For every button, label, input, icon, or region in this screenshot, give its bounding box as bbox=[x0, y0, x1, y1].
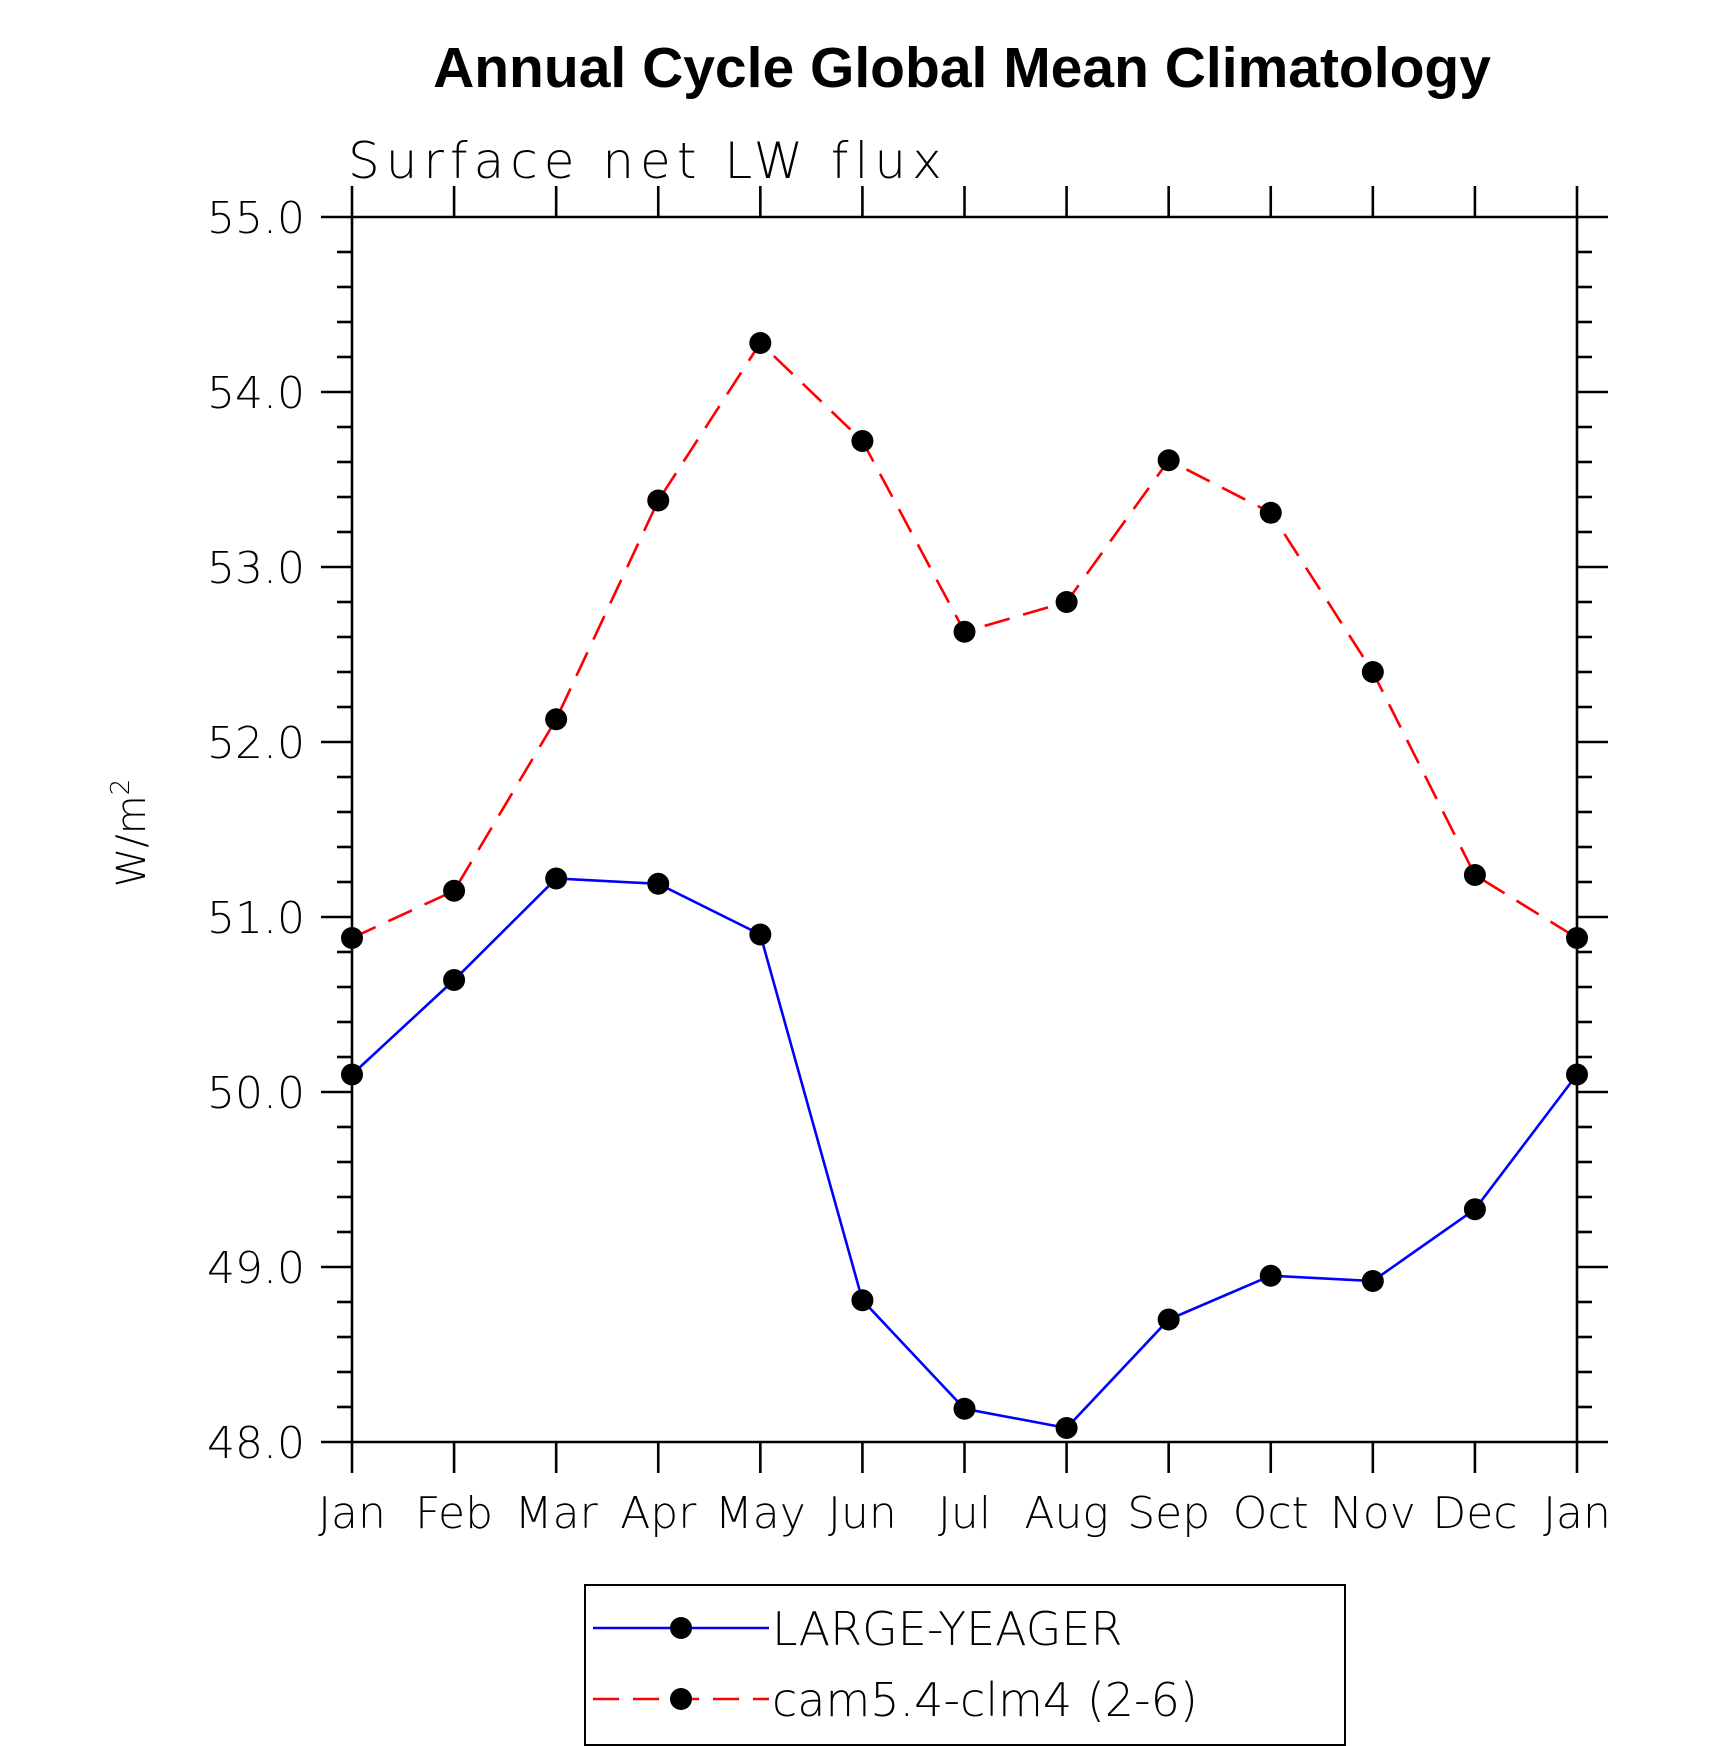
y-axis-label-base: W/m bbox=[109, 795, 155, 887]
data-point-1 bbox=[545, 708, 568, 731]
data-point-1 bbox=[1259, 501, 1282, 524]
y-axis-label: W/m2 bbox=[106, 779, 155, 888]
data-point-0 bbox=[1055, 1417, 1078, 1439]
data-point-1 bbox=[1055, 591, 1078, 613]
y-tick-label: 52.0 bbox=[207, 718, 305, 769]
data-point-1 bbox=[749, 332, 772, 354]
series-lines bbox=[351, 340, 1579, 1430]
x-tick-label: Jan bbox=[318, 1488, 386, 1539]
x-tick-label: Jun bbox=[828, 1488, 897, 1539]
data-point-0 bbox=[1361, 1270, 1384, 1292]
y-tick-label: 51.0 bbox=[207, 893, 305, 944]
data-point-0 bbox=[1463, 1198, 1486, 1221]
data-point-0 bbox=[1157, 1308, 1180, 1331]
data-point-1 bbox=[1463, 864, 1486, 886]
data-point-0 bbox=[749, 923, 772, 946]
x-axis-ticks: Jan Feb Mar Apr May Jun Jul Aug Sep Oct Nov Dec Jan bbox=[318, 186, 1611, 1539]
legend-label-0: LARGE-YEAGER bbox=[772, 1602, 1122, 1656]
legend-marker-1 bbox=[670, 1688, 692, 1710]
y-axis-ticks: 48.0 49.0 50.0 51.0 52.0 53.0 54.0 55.0 bbox=[207, 193, 1608, 1469]
data-point-0 bbox=[443, 969, 466, 991]
y-tick-label: 49.0 bbox=[207, 1243, 305, 1294]
x-tick-label: Aug bbox=[1024, 1488, 1108, 1539]
data-point-1 bbox=[1361, 661, 1384, 683]
x-tick-label: Jul bbox=[938, 1488, 991, 1539]
x-tick-label: Dec bbox=[1432, 1488, 1517, 1539]
data-point-0 bbox=[545, 867, 568, 890]
data-point-0 bbox=[647, 872, 670, 895]
chart-subtitle: Surface net LW flux bbox=[348, 132, 948, 190]
y-tick-label: 50.0 bbox=[207, 1068, 305, 1119]
x-tick-label: Feb bbox=[415, 1488, 493, 1539]
legend-label-1: cam5.4-clm4 (2-6) bbox=[772, 1673, 1198, 1727]
data-point-0 bbox=[341, 1063, 363, 1086]
x-tick-label: Sep bbox=[1127, 1488, 1210, 1539]
x-tick-label: Oct bbox=[1233, 1488, 1309, 1539]
plot-frame bbox=[350, 215, 1579, 1444]
data-point-1 bbox=[851, 430, 874, 452]
data-point-1 bbox=[1157, 449, 1180, 472]
x-tick-label: Mar bbox=[515, 1488, 599, 1539]
y-tick-label: 53.0 bbox=[207, 543, 305, 594]
data-point-0 bbox=[953, 1397, 976, 1420]
data-point-1 bbox=[953, 620, 976, 643]
y-tick-label: 55.0 bbox=[207, 193, 305, 244]
x-tick-label: Jan bbox=[1543, 1488, 1611, 1539]
chart-title: Annual Cycle Global Mean Climatology bbox=[433, 36, 1491, 100]
data-point-0 bbox=[1566, 1063, 1588, 1086]
y-tick-label: 48.0 bbox=[207, 1418, 305, 1469]
data-point-1 bbox=[341, 927, 363, 949]
legend: LARGE-YEAGER cam5.4-clm4 (2-6) bbox=[584, 1584, 1346, 1746]
legend-box bbox=[584, 1584, 1346, 1746]
series-line-0 bbox=[351, 877, 1579, 1430]
y-axis-label-superscript: 2 bbox=[106, 779, 136, 796]
x-tick-label: Apr bbox=[620, 1488, 697, 1539]
data-point-0 bbox=[851, 1289, 874, 1312]
data-point-1 bbox=[647, 489, 670, 512]
y-tick-label: 54.0 bbox=[207, 368, 305, 419]
x-tick-label: Nov bbox=[1330, 1488, 1416, 1539]
data-point-1 bbox=[443, 879, 466, 902]
legend-marker-0 bbox=[670, 1617, 692, 1639]
data-point-0 bbox=[1259, 1264, 1282, 1287]
series-markers bbox=[341, 332, 1588, 1439]
x-tick-label: May bbox=[715, 1488, 806, 1539]
data-point-1 bbox=[1566, 927, 1588, 949]
